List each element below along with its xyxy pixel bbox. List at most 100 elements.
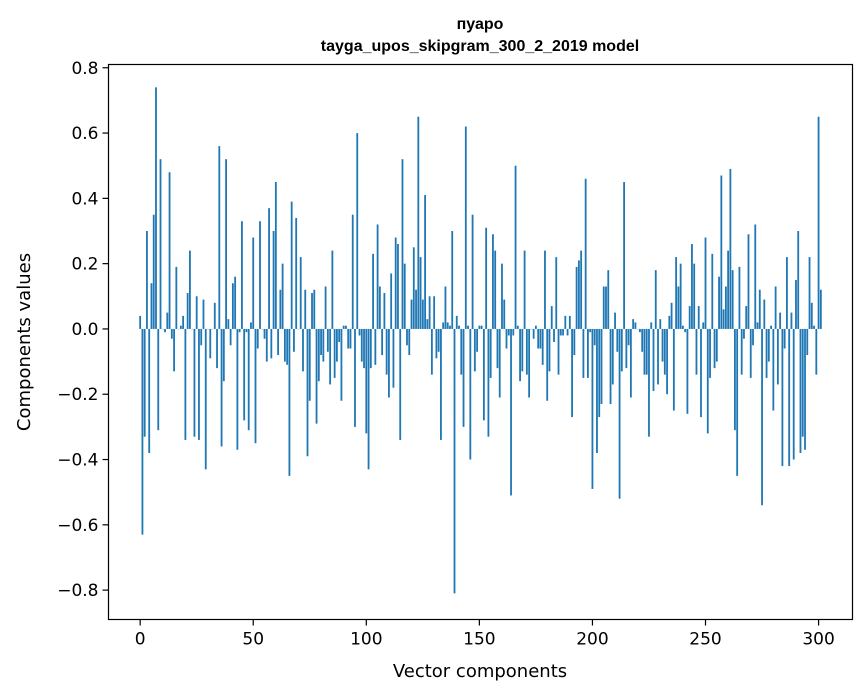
bar [510, 328, 512, 496]
bar [311, 293, 313, 329]
bar [236, 328, 239, 450]
bar [691, 244, 693, 329]
bar [419, 257, 422, 329]
bar [394, 237, 397, 329]
bar [544, 250, 546, 329]
bar [801, 328, 804, 437]
bar [548, 328, 551, 372]
bar [677, 286, 680, 329]
bar [700, 328, 702, 418]
bar [469, 328, 472, 460]
bar [596, 328, 598, 453]
bar [641, 328, 644, 352]
bar [152, 214, 155, 329]
bar [589, 328, 592, 333]
bar [139, 315, 142, 329]
bar [478, 325, 481, 329]
bar [164, 328, 166, 333]
bar [790, 312, 793, 329]
bar [440, 328, 442, 440]
y-axis-label: Components values [14, 253, 35, 431]
bar [591, 328, 594, 489]
bar [620, 328, 623, 372]
bar [476, 328, 479, 352]
bar [252, 237, 255, 329]
bar [381, 328, 384, 356]
bar [795, 279, 797, 329]
bar [535, 325, 537, 329]
bar [553, 328, 555, 342]
bar [550, 306, 553, 329]
bar [776, 328, 779, 385]
bar [444, 286, 447, 329]
y-tick-label: 0.6 [71, 124, 98, 144]
bar [819, 289, 822, 329]
bar [792, 328, 795, 460]
bar [747, 234, 750, 329]
bar [672, 328, 675, 411]
bar [320, 328, 322, 356]
bar [148, 328, 151, 453]
bar [159, 159, 162, 329]
bar [715, 328, 718, 362]
bar [688, 306, 691, 329]
bar [435, 328, 438, 359]
bar [347, 328, 350, 349]
bar [582, 328, 585, 378]
bar [238, 328, 241, 333]
bar [385, 328, 388, 375]
bar [331, 250, 334, 329]
bar [593, 328, 596, 346]
bar [168, 172, 171, 329]
bar [804, 328, 806, 450]
bar [654, 270, 657, 329]
bar [288, 328, 291, 476]
bar [797, 231, 800, 329]
bar [270, 328, 273, 359]
bar [786, 257, 788, 329]
bar [143, 328, 146, 437]
bar [505, 328, 508, 349]
bar [774, 286, 777, 329]
bar [607, 270, 610, 329]
bar [661, 328, 664, 362]
bar [555, 257, 558, 329]
bar [752, 328, 754, 346]
bar [241, 221, 243, 329]
bar [186, 293, 189, 329]
bar [426, 319, 429, 329]
bar [342, 325, 345, 329]
bar [453, 328, 456, 594]
bar [663, 328, 666, 375]
bar [367, 328, 370, 470]
bar [243, 328, 246, 421]
bar [541, 328, 544, 365]
bar [222, 328, 225, 382]
bar [281, 263, 284, 329]
bar [299, 257, 302, 329]
bar [401, 159, 404, 329]
bar [397, 244, 399, 329]
bar [428, 296, 431, 329]
bar [345, 325, 347, 329]
bar [602, 286, 605, 329]
bar [817, 116, 820, 329]
bar [577, 260, 580, 329]
bar [408, 328, 411, 356]
bar-series [139, 87, 822, 594]
bar [813, 325, 815, 329]
bar [482, 328, 485, 421]
bar [815, 328, 818, 375]
bar [141, 328, 144, 535]
bar [399, 328, 402, 440]
bar [360, 328, 363, 362]
bar [559, 328, 562, 336]
bar [528, 328, 531, 398]
bar [806, 328, 809, 356]
bar [496, 328, 499, 369]
bar [580, 250, 583, 329]
bar [200, 328, 203, 346]
bar [761, 328, 763, 506]
bar [460, 328, 463, 375]
